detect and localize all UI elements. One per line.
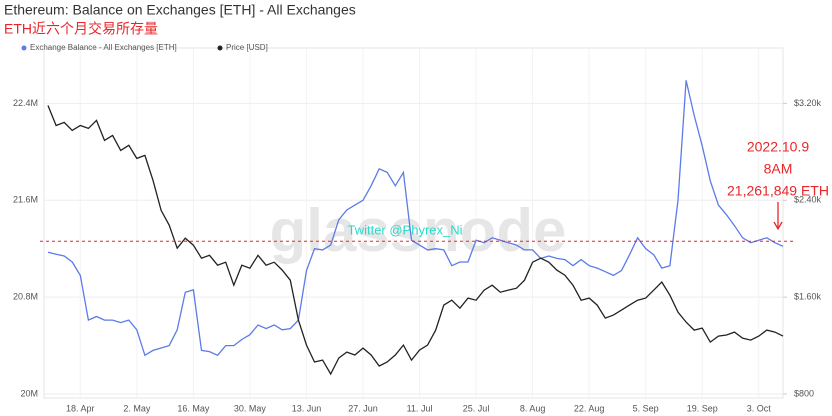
x-tick-label: 8. Aug bbox=[520, 403, 546, 413]
x-tick-label: 25. Jul bbox=[463, 403, 490, 413]
legend-swatch bbox=[217, 45, 223, 51]
chart-subtitle: ETH近六个月交易所存量 bbox=[4, 21, 158, 37]
x-tick-label: 19. Sep bbox=[687, 403, 718, 413]
x-tick-label: 30. May bbox=[234, 403, 267, 413]
watermark: glassnode bbox=[270, 197, 567, 264]
x-tick-label: 13. Jun bbox=[292, 403, 322, 413]
x-tick-label: 11. Jul bbox=[407, 403, 433, 413]
x-tick-label: 27. Jun bbox=[348, 403, 378, 413]
y2-tick-label: $2.40k bbox=[794, 195, 822, 205]
legend-label: Exchange Balance - All Exchanges [ETH] bbox=[30, 43, 177, 52]
x-tick-label: 3. Oct bbox=[747, 403, 772, 413]
y-tick-label: 20M bbox=[20, 388, 38, 398]
legend-swatch bbox=[21, 45, 27, 51]
x-tick-label: 5. Sep bbox=[633, 403, 659, 413]
x-tick-label: 16. May bbox=[177, 403, 210, 413]
annotation-arrow bbox=[773, 202, 783, 231]
plot-frame bbox=[43, 47, 784, 399]
chart-title: Ethereum: Balance on Exchanges [ETH] - A… bbox=[4, 2, 356, 18]
credit: Twitter @Phyrex_Ni bbox=[347, 222, 462, 237]
y2-tick-label: $3.20k bbox=[794, 98, 822, 108]
annotation-text: 2022.10.9 bbox=[747, 139, 809, 155]
series-line bbox=[47, 80, 784, 357]
y-tick-label: 20.8M bbox=[13, 292, 38, 302]
y-tick-label: 21.6M bbox=[13, 195, 38, 205]
series-line bbox=[47, 105, 784, 376]
annotation-text: 21,261,849 ETH bbox=[727, 183, 829, 199]
y2-tick-label: $1.60k bbox=[794, 292, 822, 302]
x-tick-label: 2. May bbox=[123, 403, 151, 413]
legend-label: Price [USD] bbox=[226, 43, 268, 52]
x-tick-label: 22. Aug bbox=[574, 403, 605, 413]
annotation-text: 8AM bbox=[764, 161, 793, 177]
y-tick-label: 22.4M bbox=[13, 98, 38, 108]
y2-tick-label: $800 bbox=[794, 388, 814, 398]
x-tick-label: 18. Apr bbox=[66, 403, 95, 413]
